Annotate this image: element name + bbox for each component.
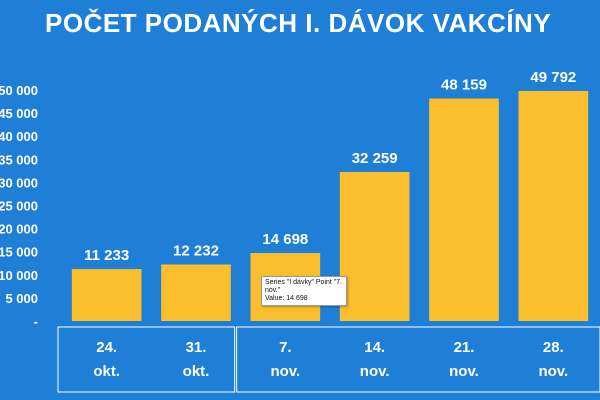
y-tick-label: 30 000 [0,175,38,190]
bar [161,264,231,321]
data-label: 49 792 [530,69,576,86]
bar [71,269,142,321]
data-label: 32 259 [352,150,398,167]
bar [339,171,410,321]
data-labels: 11 233 12 232 14 698 32 259 48 159 49 792 [84,69,576,264]
category-group-box [236,326,600,393]
chart-title: POČET PODANÝCH I. DÁVOK VAKCÍNY [45,8,552,38]
data-label: 12 232 [173,242,219,259]
x-tick-label: nov. [360,363,390,380]
x-axis-labels: 24. okt. 31. okt. 7. nov. 14. nov. 21. nov. 28. nov… [57,326,600,393]
x-tick-label: 24. [96,339,117,356]
data-point-tooltip: Series "I dávky" Point "7. nov." Value: … [261,276,347,306]
x-tick-label: 21. [454,339,475,356]
x-tick-label: okt. [183,363,210,380]
y-tick-label: 40 000 [0,129,38,144]
y-tick-label: 25 000 [0,199,38,214]
y-tick-label: 50 000 [0,83,38,98]
y-tick-label: 20 000 [0,222,38,237]
x-tick-label: nov. [538,363,568,380]
bar [518,90,589,321]
tooltip-line-2: nov." [265,287,281,294]
data-label: 14 698 [262,231,308,248]
y-tick-label: 5 000 [5,291,38,306]
x-tick-label: 28. [543,339,564,356]
y-axis-ticks: - 5 000 10 000 15 000 20 000 25 000 30 000 35 0… [0,83,38,329]
x-tick-label: okt. [93,363,120,380]
bar [429,98,499,321]
y-tick-label: 35 000 [0,152,38,167]
x-tick-label: 7. [279,339,292,356]
y-tick-label: 15 000 [0,245,38,260]
category-group-box [57,326,236,393]
x-tick-label: nov. [449,363,479,380]
x-tick-label: 31. [186,339,207,356]
y-tick-label: 45 000 [0,106,38,121]
y-tick-label: - [34,314,38,329]
tooltip-line-3: Value: 14 698 [265,295,308,302]
data-label: 48 159 [441,77,487,94]
y-tick-label: 10 000 [0,268,38,283]
tooltip-line-1: Series "I dávky" Point "7. [265,279,343,286]
x-tick-label: 14. [364,339,385,356]
x-tick-label: nov. [270,363,300,380]
data-label: 11 233 [84,247,129,264]
bars-layer [71,90,589,321]
